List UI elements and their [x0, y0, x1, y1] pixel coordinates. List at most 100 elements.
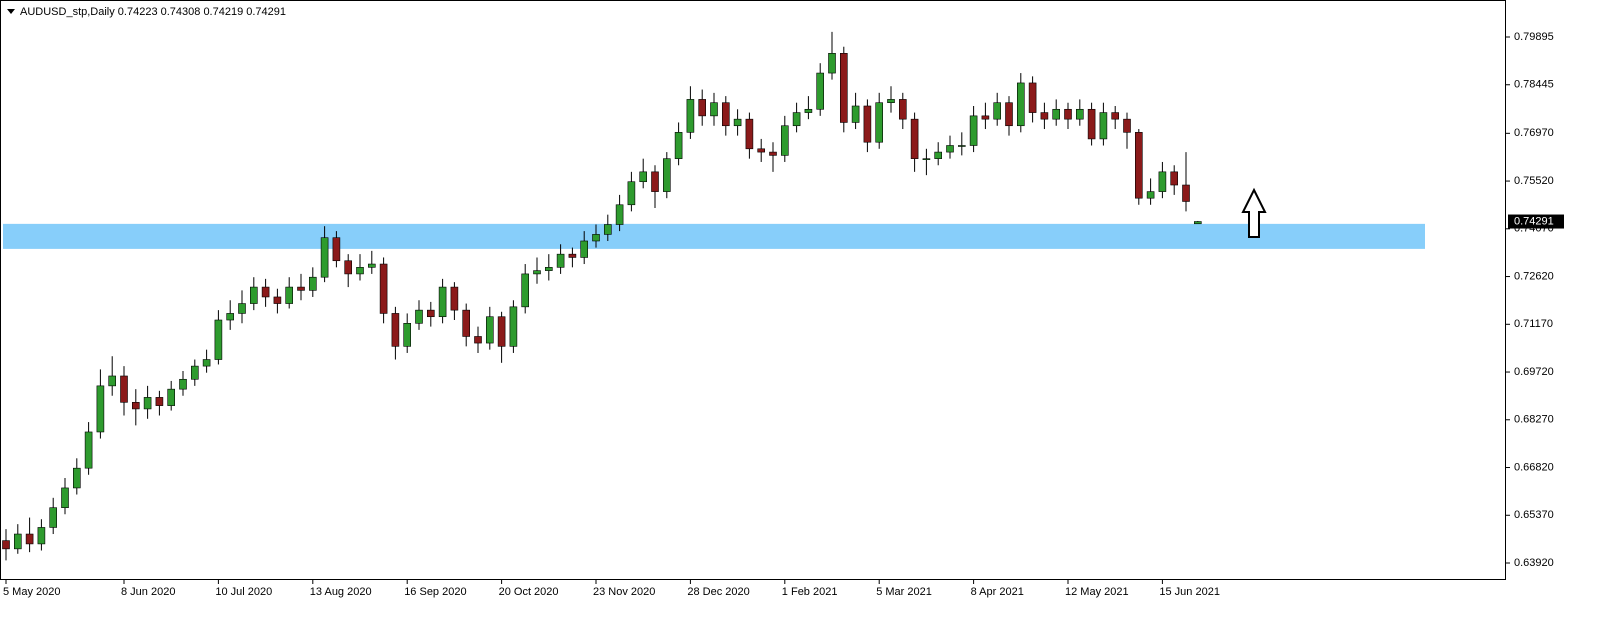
- candle-body: [73, 467, 81, 489]
- candle-body: [1182, 184, 1190, 202]
- x-tick-label: 23 Nov 2020: [593, 586, 655, 598]
- candle-body: [698, 99, 707, 117]
- candle-body: [332, 237, 341, 262]
- candle-body: [592, 234, 600, 242]
- candle-body: [1028, 82, 1037, 113]
- candle-body: [2, 540, 10, 550]
- x-tick-label: 28 Dec 2020: [687, 586, 749, 598]
- zone-layer: [3, 223, 1425, 249]
- candle-body: [37, 527, 46, 545]
- candle-body: [1040, 112, 1049, 120]
- candle-body: [238, 303, 246, 314]
- y-tick-label: 0.79895: [1514, 31, 1554, 43]
- candle-body: [356, 267, 364, 275]
- candle-body: [1087, 108, 1096, 140]
- y-tick-label: 0.75520: [1514, 175, 1554, 187]
- y-tick-label: 0.63920: [1514, 557, 1554, 569]
- candle-body: [191, 365, 199, 380]
- candle-body: [745, 118, 754, 150]
- candle-body: [320, 237, 329, 278]
- candle-body: [391, 313, 400, 347]
- y-tick-label: 0.69720: [1514, 366, 1554, 378]
- candle-body: [450, 286, 459, 311]
- x-tick-label: 16 Sep 2020: [404, 586, 466, 598]
- candle-body: [556, 253, 565, 268]
- candle-body: [155, 397, 164, 406]
- candle-body: [438, 286, 447, 318]
- candle-body: [143, 397, 152, 410]
- candle-body: [993, 102, 1002, 120]
- x-tick-label: 5 Mar 2021: [876, 586, 932, 598]
- menu-triangle: [7, 9, 15, 14]
- candle-body: [792, 112, 801, 127]
- x-tick-label: 10 Jul 2020: [215, 586, 272, 598]
- candle-body: [1170, 171, 1178, 186]
- plot-frame: [0, 0, 1506, 580]
- candle-body: [568, 253, 577, 258]
- candle-body: [474, 336, 482, 344]
- x-tick-label: 20 Oct 2020: [499, 586, 559, 598]
- candle-body: [816, 72, 825, 110]
- candle-body: [179, 378, 187, 390]
- candle-body: [769, 151, 777, 156]
- candle-body: [462, 309, 471, 337]
- candle-body: [250, 286, 258, 304]
- candle-body: [1016, 82, 1025, 127]
- candle-body: [686, 99, 695, 133]
- candle-body: [415, 309, 423, 324]
- candle-body: [61, 487, 69, 508]
- candle-body: [1135, 132, 1143, 199]
- candle-body: [1123, 118, 1131, 133]
- y-tick-label: 0.66820: [1514, 461, 1554, 473]
- x-tick-label: 5 May 2020: [3, 586, 60, 598]
- x-tick-label: 8 Apr 2021: [971, 586, 1024, 598]
- candle-body: [308, 276, 317, 291]
- candle-body: [1005, 102, 1013, 127]
- candle-body: [485, 316, 494, 344]
- price-label: 0.74291: [1514, 215, 1554, 227]
- x-tick-label: 15 Jun 2021: [1159, 586, 1220, 598]
- candle-body: [202, 359, 211, 367]
- up-arrow: [1241, 187, 1267, 238]
- candle-body: [981, 115, 990, 120]
- candle-body: [1158, 171, 1167, 192]
- candle-body: [120, 375, 128, 403]
- x-tick-label: 8 Jun 2020: [121, 586, 175, 598]
- y-tick-label: 0.78445: [1514, 79, 1554, 91]
- candle-body: [297, 286, 305, 291]
- y-tick-label: 0.65370: [1514, 509, 1554, 521]
- candle-body: [285, 286, 294, 304]
- candle-body: [1052, 108, 1060, 120]
- candle-body: [108, 375, 116, 387]
- candle-body: [580, 240, 589, 258]
- candle-body: [828, 53, 836, 74]
- candle-body: [851, 105, 860, 123]
- candle-body: [946, 145, 954, 153]
- support-zone: [3, 223, 1425, 249]
- candle-body: [1111, 112, 1119, 120]
- y-tick-label: 0.72620: [1514, 270, 1554, 282]
- candle-body: [733, 118, 742, 127]
- candle-body: [1099, 112, 1108, 140]
- candle-body: [25, 533, 34, 545]
- candle-body: [957, 145, 966, 147]
- candle-body: [615, 204, 624, 225]
- candle-body: [603, 224, 612, 235]
- x-tick-label: 1 Feb 2021: [782, 586, 838, 598]
- candle-body: [910, 118, 919, 159]
- candle-body: [674, 132, 683, 159]
- candle-body: [969, 115, 978, 146]
- candle-body: [379, 263, 388, 314]
- candle-body: [839, 53, 848, 123]
- candle-body: [84, 431, 93, 469]
- candle-body: [367, 263, 376, 268]
- candle-body: [1146, 191, 1155, 199]
- y-tick-label: 0.76970: [1514, 127, 1554, 139]
- candle-body: [651, 171, 659, 192]
- candle-body: [934, 151, 943, 159]
- candle-body: [14, 533, 22, 550]
- candle-body: [898, 99, 907, 120]
- candle-body: [887, 99, 895, 103]
